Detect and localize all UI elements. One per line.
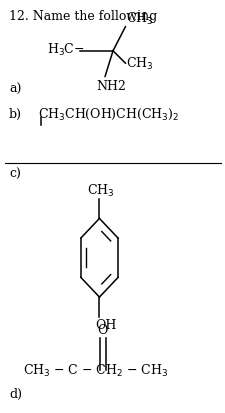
Text: d): d) (9, 387, 22, 400)
Text: CH$_3$CH(OH)CH(CH$_3$)$_2$: CH$_3$CH(OH)CH(CH$_3$)$_2$ (38, 106, 179, 121)
Text: H$_3$C$-$: H$_3$C$-$ (47, 42, 85, 57)
Text: CH$_3$: CH$_3$ (87, 182, 114, 198)
Text: CH$_3$: CH$_3$ (126, 56, 153, 72)
Text: NH2: NH2 (96, 80, 125, 93)
Text: OH: OH (95, 318, 116, 331)
Text: b): b) (9, 107, 22, 120)
Text: a): a) (9, 83, 21, 95)
Text: CH$_3$ $-$ C $-$ CH$_2$ $-$ CH$_3$: CH$_3$ $-$ C $-$ CH$_2$ $-$ CH$_3$ (22, 363, 167, 378)
Text: c): c) (9, 167, 21, 180)
Text: 12. Name the following: 12. Name the following (9, 10, 157, 23)
Text: CH$_3$: CH$_3$ (125, 11, 153, 27)
Text: O: O (97, 324, 108, 337)
